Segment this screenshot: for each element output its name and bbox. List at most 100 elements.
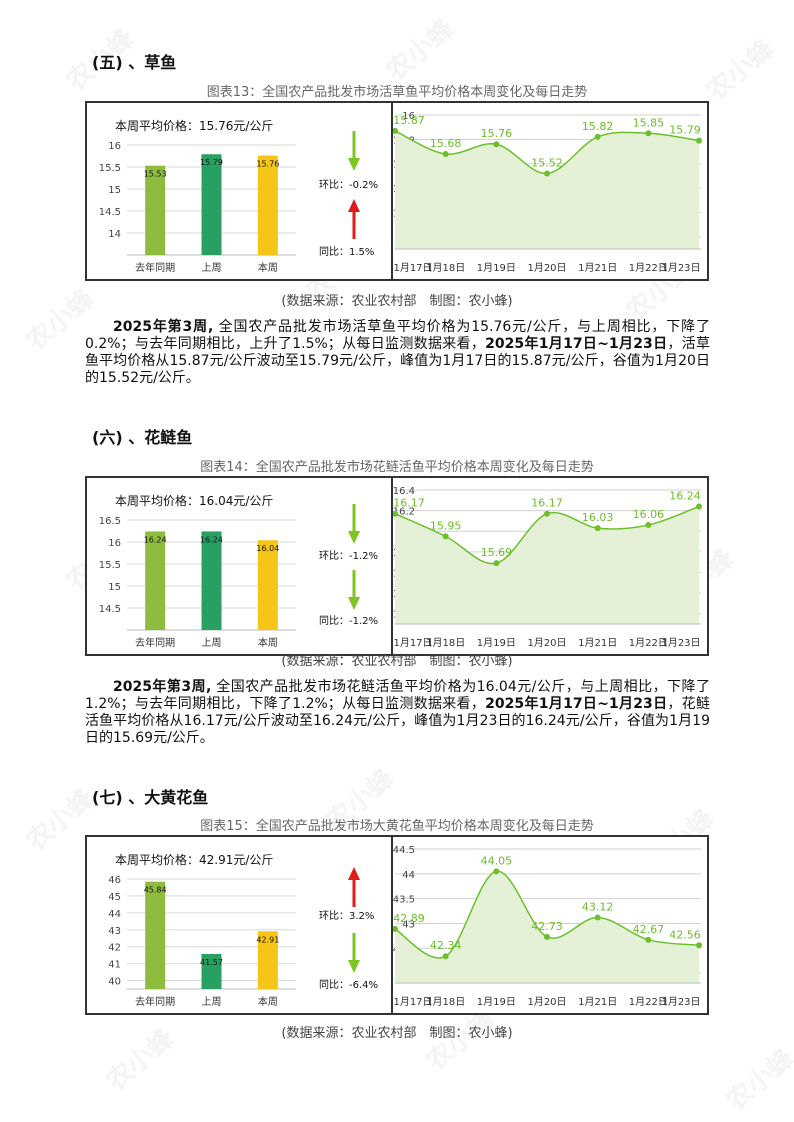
section-heading-bighead-carp: (六) 、花鲢鱼 — [92, 428, 193, 447]
arrow-up-icon — [348, 199, 360, 239]
series-area — [395, 506, 699, 624]
y-tick-label: 45 — [108, 892, 121, 903]
bar-value-label: 45.84 — [144, 886, 167, 895]
bar-value-label: 16.04 — [256, 544, 279, 553]
data-point — [594, 525, 601, 532]
x-tick-label: 1月17日 — [393, 637, 432, 649]
bar-value-label: 15.53 — [144, 170, 167, 179]
y-tick-label: 15.5 — [99, 163, 121, 174]
x-tick-label: 上周 — [202, 996, 222, 1008]
data-source-note: (数据来源：农业农村部 制图：农小蜂) — [281, 654, 513, 669]
data-label: 16.24 — [669, 489, 701, 502]
arrow-up-icon — [348, 867, 360, 907]
data-label: 15.79 — [669, 124, 701, 137]
bar — [257, 540, 278, 630]
bar — [145, 531, 166, 630]
tongbi-arrow-icon — [347, 570, 361, 614]
data-label: 15.69 — [481, 546, 513, 559]
x-tick-label: 1月18日 — [426, 262, 465, 274]
x-tick-label: 1月21日 — [578, 262, 617, 274]
para-text: 全国农产品批发市场活草鱼平均价格为15.76元/公斤，与上周相比，下降了0.2%… — [85, 319, 710, 352]
data-point — [645, 936, 652, 943]
y-tick-label: 14 — [108, 229, 121, 240]
data-label: 15.87 — [393, 114, 425, 127]
bar — [145, 165, 166, 255]
data-label: 15.85 — [633, 116, 665, 129]
x-tick-label: 1月22日 — [629, 996, 668, 1008]
arrow-head — [348, 199, 360, 212]
line-chart-14: 15.215.415.615.81616.216.416.1715.9515.6… — [393, 486, 702, 649]
bar-value-label: 42.91 — [256, 935, 279, 944]
y-tick-label: 16 — [108, 141, 121, 152]
analysis-paragraph-13: 2025年第3周, 全国农产品批发市场活草鱼平均价格为15.76元/公斤，与上周… — [85, 319, 710, 387]
y-tick-label: 46 — [108, 875, 121, 886]
bar — [201, 531, 222, 630]
data-source-note: (数据来源：农业农村部 制图：农小蜂) — [281, 294, 513, 309]
arrow-shaft — [352, 504, 356, 534]
data-label: 16.06 — [633, 508, 665, 521]
arrow-shaft — [352, 131, 356, 161]
data-point — [393, 127, 398, 134]
chart-caption-15: 图表15：全国农产品批发市场大黄花鱼平均价格本周变化及每日走势 — [200, 819, 594, 834]
x-tick-label: 1月19日 — [477, 637, 516, 649]
huanbi-label: 环比：-1.2% — [319, 551, 379, 562]
x-tick-label: 本周 — [258, 636, 278, 649]
y-tick-label: 43 — [108, 926, 121, 937]
para-date-range: 2025年1月17日~1月23日 — [485, 696, 668, 712]
data-point — [442, 533, 449, 540]
arrow-head — [348, 960, 360, 973]
x-tick-label: 1月20日 — [527, 262, 566, 274]
x-tick-label: 本周 — [258, 995, 278, 1008]
y-tick-label: 14.5 — [99, 604, 121, 615]
y-tick-label: 43.5 — [393, 895, 415, 906]
tongbi-label: 同比：1.5% — [319, 247, 375, 258]
y-tick-label: 43 — [402, 919, 415, 930]
y-tick-label: 16.2 — [393, 507, 415, 518]
tongbi-label: 同比：-6.4% — [319, 980, 379, 991]
line-chart-15: 4242.54343.54444.542.8942.3444.0542.7343… — [393, 845, 702, 1008]
arrow-head — [348, 867, 360, 880]
huanbi-arrow-icon — [347, 504, 361, 548]
y-tick-label: 16 — [402, 111, 415, 122]
para-text: ，活草鱼平均价格从15.87元/公斤波动至15.79元/公斤，峰值为1月17日的… — [85, 336, 710, 386]
data-source-note: (数据来源：农业农村部 制图：农小蜂) — [281, 1026, 513, 1041]
arrow-shaft — [352, 209, 356, 239]
para-text: ，花鲢活鱼平均价格从16.17元/公斤波动至16.24元/公斤，峰值为1月23日… — [85, 696, 710, 746]
y-tick-label: 15 — [108, 185, 121, 196]
data-point — [442, 150, 449, 157]
x-tick-label: 1月19日 — [477, 996, 516, 1008]
x-tick-label: 1月21日 — [578, 996, 617, 1008]
x-tick-label: 1月20日 — [527, 996, 566, 1008]
bar-chart-15: 40 41 42 43 44 45 46 45.84 去年同期 41.57 上周 42.91 本周 — [108, 875, 296, 1008]
x-tick-label: 本周 — [258, 261, 278, 274]
data-label: 15.52 — [531, 156, 563, 169]
y-tick-label: 16 — [108, 538, 121, 549]
bar — [145, 881, 166, 989]
x-tick-label: 1月21日 — [578, 637, 617, 649]
data-label: 42.73 — [531, 920, 563, 933]
tongbi-arrow-icon — [347, 199, 361, 243]
y-tick-label: 16.5 — [99, 516, 121, 527]
x-tick-label: 1月23日 — [661, 262, 700, 274]
data-label: 16.17 — [393, 497, 425, 510]
y-tick-label: 16.4 — [393, 486, 415, 497]
series-area — [395, 130, 699, 249]
para-week: 2025年第3周, — [113, 679, 212, 695]
bar — [257, 931, 278, 989]
bar-chart-14: 14.5 15 15.5 16 16.5 16.24 去年同期 16.24 上周 16.04 本周 — [99, 516, 296, 649]
arrow-down-icon — [348, 570, 360, 610]
data-point — [594, 914, 601, 921]
data-label: 42.67 — [633, 923, 665, 936]
y-tick-label: 42 — [108, 943, 121, 954]
x-tick-label: 上周 — [202, 262, 222, 274]
data-label: 15.82 — [582, 120, 614, 133]
data-point — [544, 933, 550, 940]
data-point — [696, 942, 702, 949]
data-point — [645, 522, 652, 529]
data-label: 16.17 — [531, 497, 563, 510]
arrow-shaft — [352, 877, 356, 907]
data-point — [493, 560, 500, 567]
avg-price-label: 本周平均价格：15.76元/公斤 — [115, 119, 274, 133]
data-label: 15.76 — [481, 127, 513, 140]
arrow-down-icon — [348, 131, 360, 171]
